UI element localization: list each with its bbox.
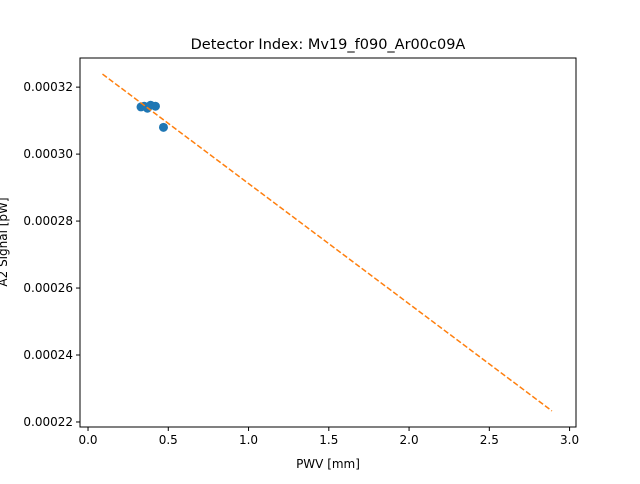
x-tick-label: 0.0 bbox=[78, 433, 97, 447]
y-tick-label: 0.00022 bbox=[23, 415, 73, 429]
data-point bbox=[158, 122, 168, 132]
data-point bbox=[150, 101, 160, 111]
chart-title: Detector Index: Mv19_f090_Ar00c09A bbox=[191, 37, 466, 53]
x-axis-label: PWV [mm] bbox=[296, 457, 360, 471]
x-tick-label: 2.5 bbox=[480, 433, 499, 447]
y-axis-label: A2 Signal [pW] bbox=[0, 197, 10, 286]
x-tick-label: 2.0 bbox=[400, 433, 419, 447]
axes-frame bbox=[79, 57, 577, 428]
x-tick-label: 0.5 bbox=[159, 433, 178, 447]
x-tick-label: 1.0 bbox=[239, 433, 258, 447]
y-tick-label: 0.00026 bbox=[23, 281, 73, 295]
x-tick-label: 1.5 bbox=[319, 433, 338, 447]
y-tick-label: 0.00028 bbox=[23, 214, 73, 228]
y-tick-label: 0.00030 bbox=[23, 147, 73, 161]
x-tick-label: 3.0 bbox=[560, 433, 579, 447]
y-tick-label: 0.00032 bbox=[23, 80, 73, 94]
fit-line bbox=[102, 73, 553, 412]
y-tick-label: 0.00024 bbox=[23, 348, 73, 362]
